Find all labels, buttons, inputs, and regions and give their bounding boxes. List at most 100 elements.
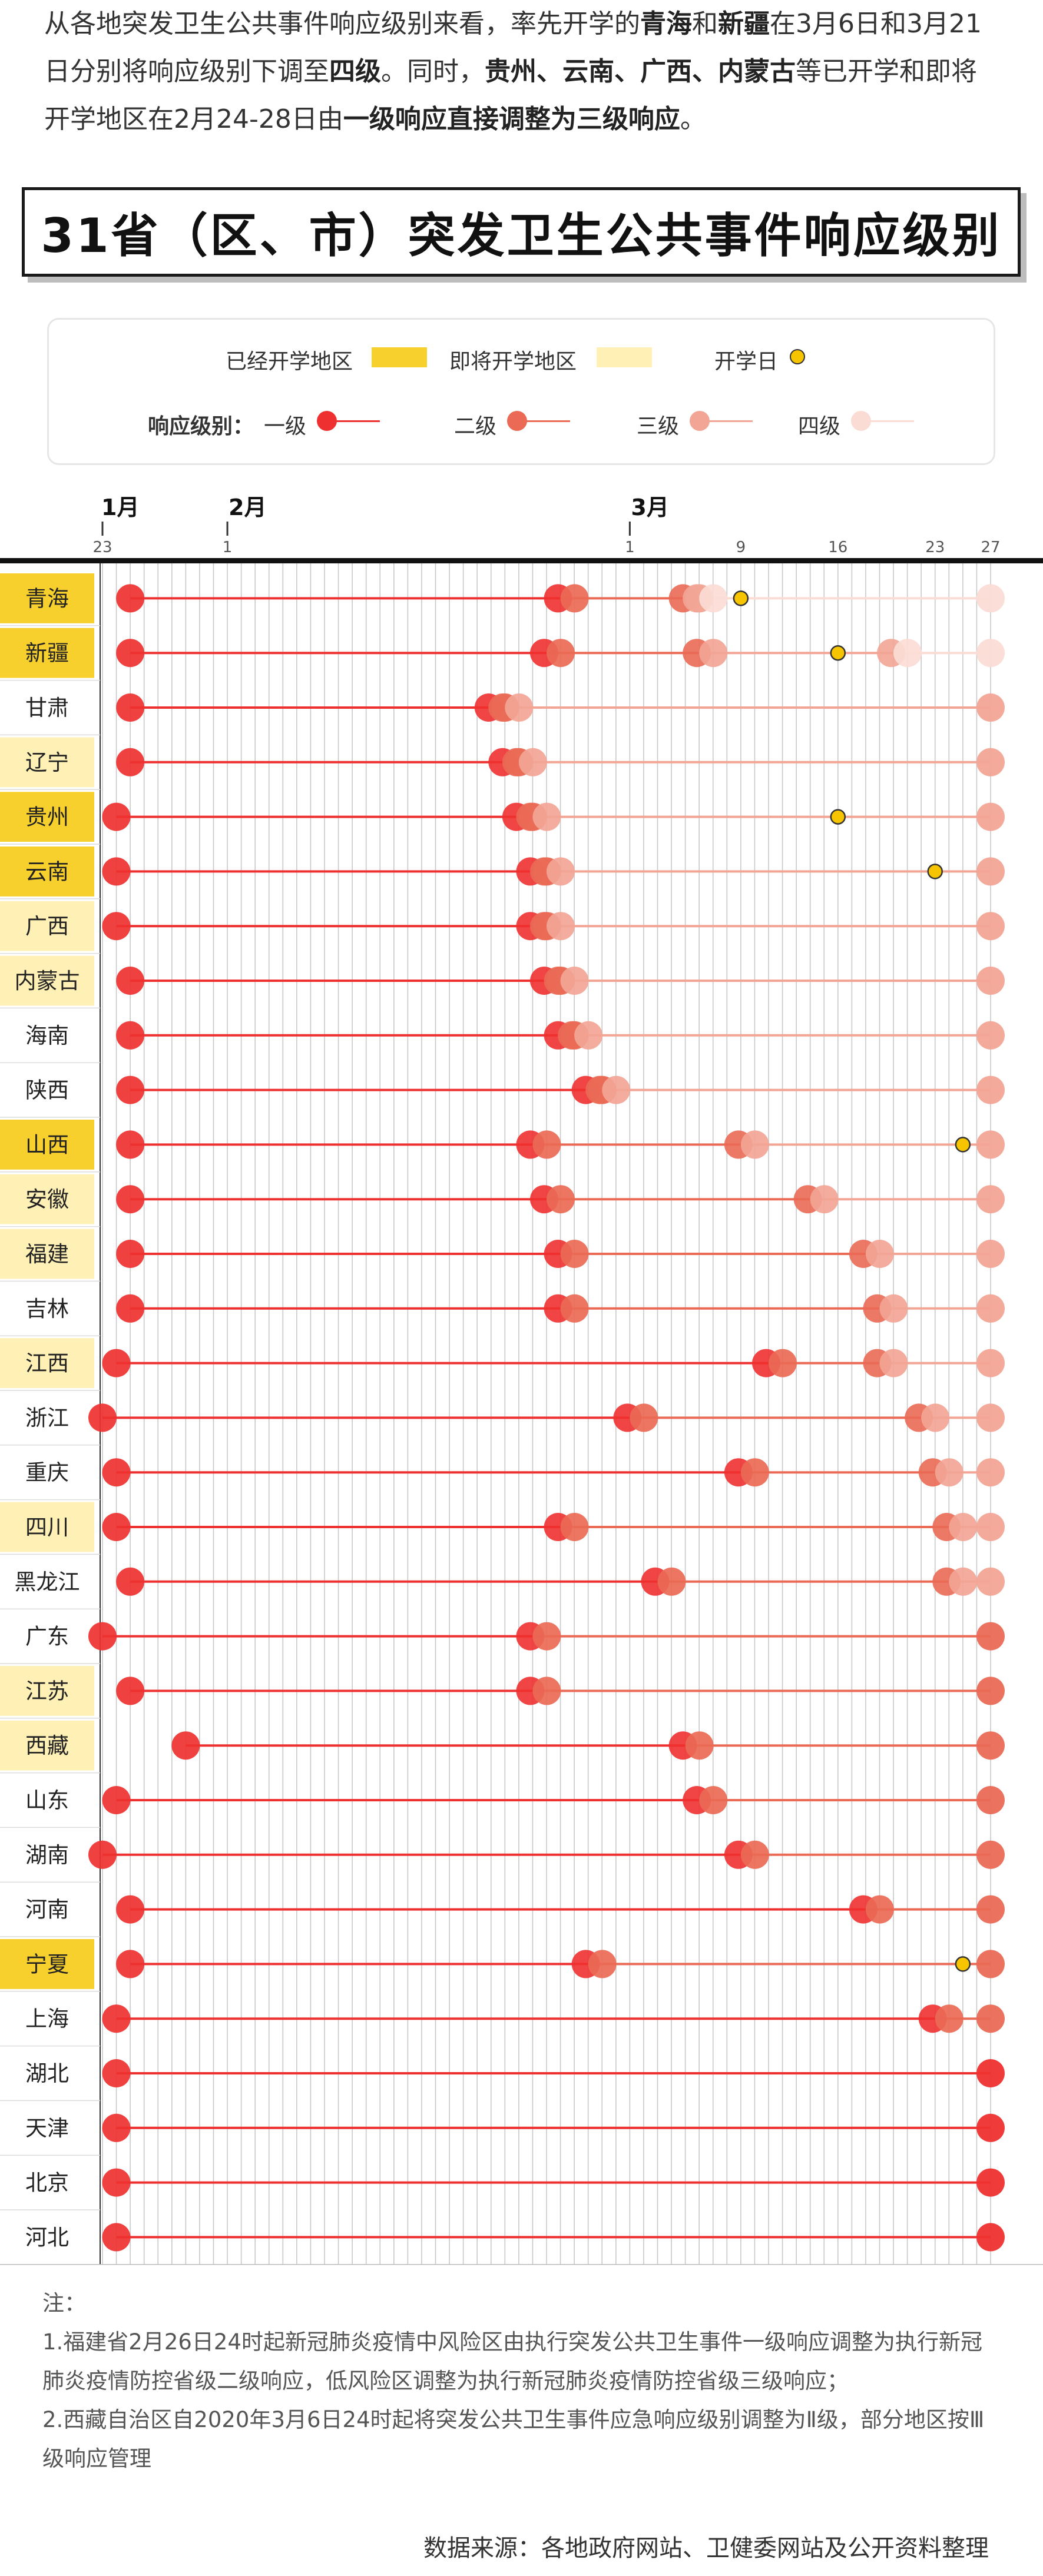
province-label: 安徽 [25,1187,69,1212]
end-marker [976,2223,1005,2252]
intro-text: 。 [680,104,706,134]
level-change-marker [574,1021,603,1050]
end-marker [976,748,1005,776]
row-status-upcoming [0,955,94,1006]
top-axis-bar [0,558,1043,563]
end-marker [976,2059,1005,2087]
legend-school-day-dot [790,349,805,364]
end-marker [976,1240,1005,1268]
level-change-marker [116,639,145,668]
legend-opened-label: 已经开学地区 [226,350,353,374]
province-label: 宁夏 [25,1951,69,1977]
province-label: 甘肃 [25,695,69,721]
level-change-marker [630,1403,658,1432]
end-marker [976,1895,1005,1924]
level-change-marker [88,1840,117,1869]
level-change-marker [532,1677,561,1705]
province-label: 广西 [25,914,69,939]
province-label: 浙江 [25,1405,69,1430]
level-change-marker [560,584,589,613]
chart-title: 31省（区、市）突发卫生公共事件响应级别 [41,208,1002,263]
row-status-upcoming [0,1338,94,1388]
day-tick-label: 27 [981,539,1000,556]
day-tick-label: 1 [625,539,635,556]
level-change-marker [88,1622,117,1651]
note-1: 1.福建省2月26日24时起新冠肺炎疫情中风险区由执行突发公共卫生事件一级响应调… [42,2329,983,2394]
province-label: 西藏 [25,1733,69,1758]
day-tick-label: 16 [828,539,847,556]
level-change-marker [657,1567,686,1596]
legend-level-label: 响应级别： [148,414,254,439]
school-day-marker [830,809,846,825]
end-marker [976,857,1005,886]
level-change-marker [699,584,728,613]
row-status-opened [0,1939,94,1989]
level-change-marker [879,1349,908,1377]
end-marker [976,584,1005,613]
end-marker [976,1677,1005,1705]
level-change-marker [116,1130,145,1159]
row-status-upcoming [0,901,94,951]
province-label: 江西 [25,1351,69,1376]
level-change-marker [102,2168,131,2197]
intro-paragraph: 从各地突发卫生公共事件响应级别来看，率先开学的青海和新疆在3月6日和3月21日分… [44,0,998,143]
level-change-marker [102,1513,131,1541]
legend-level4-label: 四级 [798,414,841,439]
row-status-opened [0,573,94,623]
end-marker [976,1840,1005,1869]
end-marker [976,1130,1005,1159]
legend-level3-label: 三级 [637,414,680,439]
level-change-marker [505,693,534,722]
legend-level4-line [861,420,914,422]
level-change-marker [865,1240,894,1268]
row-status-opened [0,1120,94,1170]
intro-text: 从各地突发卫生公共事件响应级别来看，率先开学的 [44,9,640,39]
level-change-marker [740,1130,769,1159]
response-level-chart: 1月 2月 3月 23 1 1 9 16 23 27 青海新疆甘肃辽宁贵州云南广西内蒙古海南陕西山西… [0,494,1043,2265]
level-change-marker [116,1294,145,1323]
intro-bold: 一级响应直接调整为三级响应 [343,104,680,134]
level-change-marker [560,967,589,995]
level-change-marker [102,2113,131,2142]
level-change-marker [547,857,575,886]
level-change-marker [116,1075,145,1104]
level-change-marker [935,1458,963,1487]
legend-level1-label: 一级 [264,414,307,439]
level-change-marker [116,1895,145,1924]
level-change-marker [740,1458,769,1487]
province-label: 四川 [25,1515,69,1540]
province-label: 内蒙古 [15,968,80,994]
level-change-marker [921,1403,950,1432]
end-marker [976,1567,1005,1596]
intro-bold: 贵州、云南、广西、内蒙古 [485,57,796,87]
level-change-marker [949,1567,978,1596]
legend: 已经开学地区 即将开学地区 开学日 响应级别： 一级 二级 三级 四级 [47,318,995,465]
end-marker [976,1294,1005,1323]
legend-school-day-label: 开学日 [714,350,779,374]
level-change-marker [699,1786,728,1814]
level-change-marker [740,1840,769,1869]
end-marker [976,1185,1005,1214]
level-change-marker [116,967,145,995]
level-change-marker [865,1895,894,1924]
day-tick-label: 1 [223,539,233,556]
level-change-marker [949,1513,978,1541]
chart-title-box: 31省（区、市）突发卫生公共事件响应级别 [22,187,1021,277]
level-change-marker [116,1677,145,1705]
end-marker [976,1075,1005,1104]
row-status-upcoming [0,737,94,788]
day-tick-label: 9 [736,539,746,556]
level-change-marker [532,1622,561,1651]
level-change-marker [116,1021,145,1050]
level-change-marker [116,584,145,613]
level-change-marker [116,693,145,722]
level-change-marker [116,1240,145,1268]
level-change-marker [116,748,145,776]
intro-text: 。同时， [381,57,485,87]
end-marker [976,693,1005,722]
province-label: 河南 [25,1897,69,1923]
level-change-marker [116,1950,145,1979]
level-change-marker [810,1185,839,1214]
province-label: 黑龙江 [15,1569,80,1595]
province-label: 新疆 [25,640,69,666]
